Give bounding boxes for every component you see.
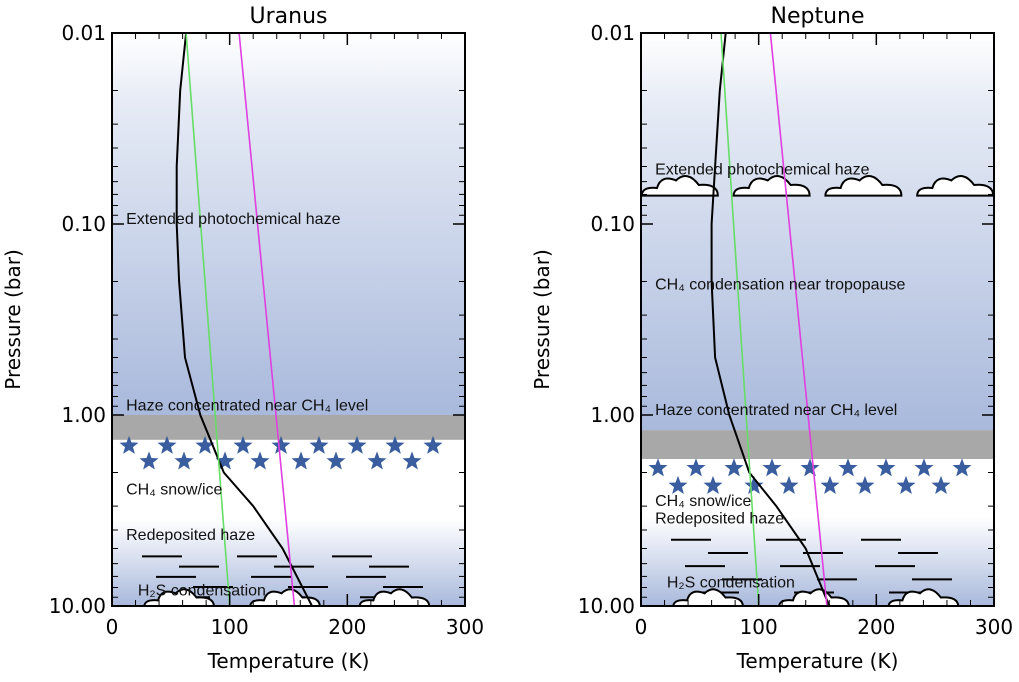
snow-star — [139, 451, 159, 470]
ch4-cloud — [732, 175, 811, 197]
annotation-label: H₂S condensation — [138, 582, 266, 599]
snow-star — [724, 458, 744, 477]
annotation-label: Extended photochemical haze — [126, 211, 340, 228]
snow-star — [385, 435, 405, 454]
annotation-label: Haze concentrated near CH₄ level — [126, 398, 368, 415]
snow-star — [931, 475, 951, 494]
snow-star — [703, 475, 723, 494]
snow-star — [423, 435, 443, 454]
snow-gap-region — [112, 439, 465, 519]
y-tick-label: 0.01 — [61, 21, 106, 45]
x-tick-label: 100 — [211, 615, 249, 639]
annotation-label: CH₄ snow/ice — [126, 481, 222, 498]
snow-star — [402, 451, 422, 470]
snow-star — [119, 435, 139, 454]
x-tick-label: 0 — [635, 615, 648, 639]
h2s-cloud — [778, 588, 850, 606]
annotation-label: H₂S condensation — [667, 574, 795, 591]
magenta-reference-line — [769, 33, 828, 606]
magenta-reference-line — [238, 33, 296, 606]
panel-uranus: Extended photochemical haze Haze concentr… — [1, 4, 484, 673]
x-tick-label: 100 — [740, 615, 778, 639]
h2s-cloud — [143, 588, 215, 606]
ch4-cloud — [641, 175, 719, 197]
annotation-label: Redeposited haze — [126, 527, 255, 544]
snow-star — [876, 458, 896, 477]
snow-star — [952, 458, 972, 477]
x-axis-label: Temperature (K) — [736, 649, 899, 673]
snow-star — [779, 475, 799, 494]
x-axis-label: Temperature (K) — [207, 649, 370, 673]
green-reference-line — [720, 33, 760, 606]
x-tick-label: 300 — [975, 615, 1013, 639]
panel-neptune: Extended photochemical haze CH₄ condensat… — [530, 4, 1013, 673]
snow-star — [291, 451, 311, 470]
y-axis-label: Pressure (bar) — [1, 249, 25, 390]
upper-haze-region — [112, 33, 465, 415]
snow-star — [820, 475, 840, 494]
snow-star — [326, 451, 346, 470]
snow-star — [250, 451, 270, 470]
concentrated-haze-band — [641, 430, 994, 460]
snow-star — [309, 435, 329, 454]
snow-star — [195, 435, 215, 454]
snow-star — [896, 475, 916, 494]
snow-star — [762, 458, 782, 477]
annotation-label: CH₄ snow/ice — [655, 493, 751, 510]
snow-star — [914, 458, 934, 477]
snow-star — [686, 458, 706, 477]
annotation-label: Redeposited haze — [655, 511, 784, 528]
y-tick-label: 1.00 — [590, 403, 635, 427]
upper-haze-region — [641, 33, 994, 431]
snow-star — [233, 435, 253, 454]
snow-star — [347, 435, 367, 454]
x-tick-label: 300 — [446, 615, 484, 639]
snow-star — [215, 451, 235, 470]
ch4-cloud — [824, 175, 903, 197]
plot-area: Extended photochemical haze CH₄ condensat… — [641, 33, 994, 606]
h2s-cloud — [249, 588, 321, 606]
annotation-label: CH₄ condensation near tropopause — [655, 276, 905, 293]
temperature-profile-line — [710, 33, 831, 606]
y-axis-label: Pressure (bar) — [530, 249, 554, 390]
snow-star — [271, 435, 291, 454]
snow-star — [648, 458, 668, 477]
snow-star — [838, 458, 858, 477]
x-tick-label: 0 — [106, 615, 119, 639]
chart-title: Uranus — [250, 4, 328, 29]
snow-star — [744, 475, 764, 494]
annotation-label: Extended photochemical haze — [655, 161, 869, 178]
snow-star — [174, 451, 194, 470]
concentrated-haze-band — [112, 415, 465, 440]
chart-title: Neptune — [770, 4, 864, 29]
y-tick-label: 10.00 — [578, 594, 635, 618]
y-tick-label: 0.01 — [590, 21, 635, 45]
temperature-profile-line — [175, 33, 313, 606]
h2s-cloud — [887, 588, 960, 606]
y-tick-label: 1.00 — [61, 403, 106, 427]
ch4-cloud — [916, 175, 994, 197]
y-tick-label: 10.00 — [49, 594, 106, 618]
snow-star — [800, 458, 820, 477]
plot-area: Extended photochemical haze Haze concentr… — [112, 33, 465, 606]
snow-star — [668, 475, 688, 494]
annotation-label: Haze concentrated near CH₄ level — [655, 402, 897, 419]
snow-star — [367, 451, 387, 470]
x-tick-label: 200 — [328, 615, 366, 639]
plot-frame — [111, 32, 466, 607]
y-tick-label: 0.10 — [590, 212, 635, 236]
plot-frame — [640, 32, 995, 607]
snow-star — [157, 435, 177, 454]
snow-star — [855, 475, 875, 494]
y-tick-label: 0.10 — [61, 212, 106, 236]
x-tick-label: 200 — [857, 615, 895, 639]
h2s-cloud — [672, 588, 744, 606]
green-reference-line — [185, 33, 231, 606]
h2s-cloud — [358, 588, 431, 606]
